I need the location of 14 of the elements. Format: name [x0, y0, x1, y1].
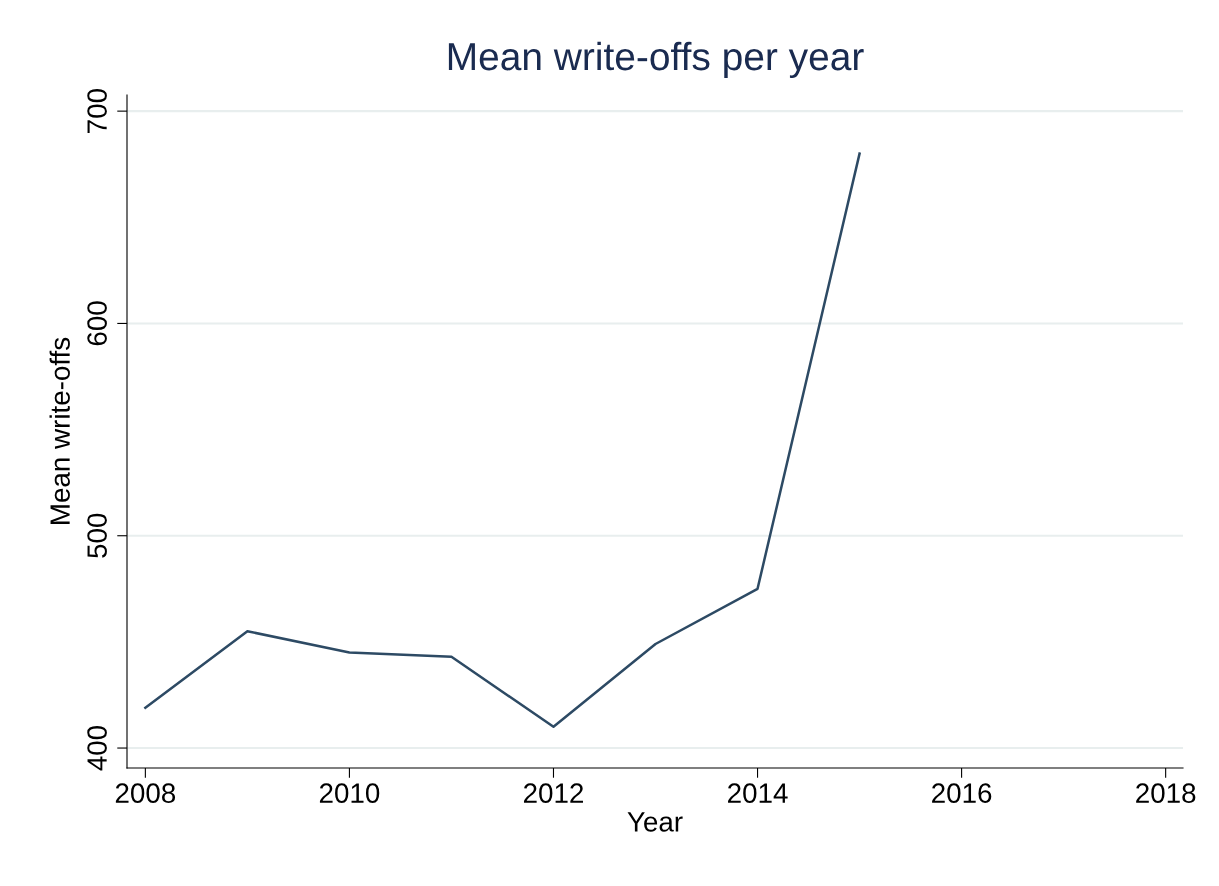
x-tick-label: 2016 [932, 783, 992, 803]
x-tick-label: 2018 [1136, 783, 1196, 803]
y-tick-label: 700 [87, 89, 107, 133]
x-tick-label: 2008 [115, 783, 176, 803]
chart-title: Mean write-offs per year [448, 41, 864, 79]
y-tick-label: 400 [87, 725, 107, 771]
line-series [144, 152, 861, 729]
x-tick-label: 2012 [523, 783, 583, 803]
y-tick-label: 500 [87, 513, 107, 558]
x-tick-label: 2010 [319, 783, 380, 803]
y-axis-title: Mean write-offs [49, 337, 70, 524]
x-axis-title: Year [627, 812, 683, 832]
y-tick-label: 600 [87, 301, 107, 346]
x-tick-label: 2014 [728, 783, 788, 803]
